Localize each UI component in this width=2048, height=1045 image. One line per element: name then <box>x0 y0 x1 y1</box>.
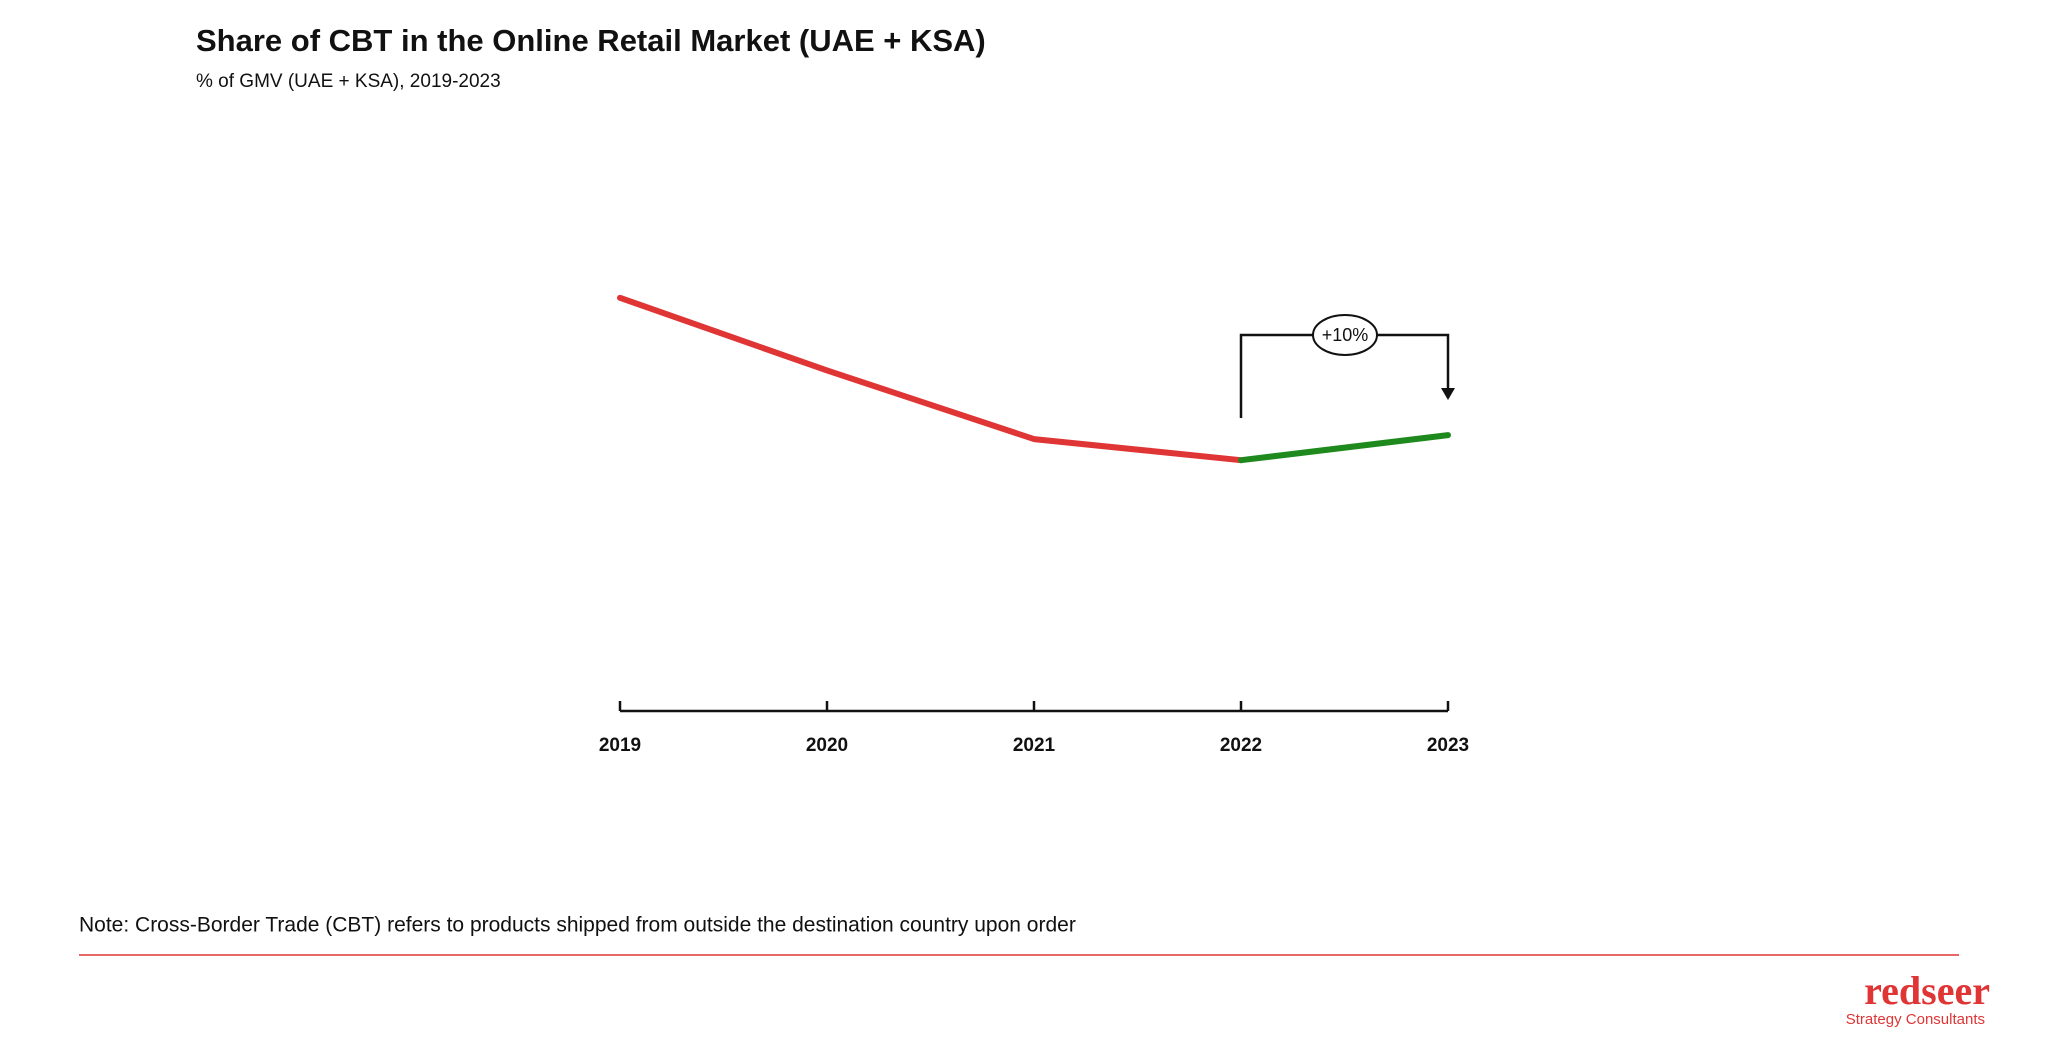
note: Note: Cross-Border Trade (CBT) refers to… <box>79 914 1076 937</box>
annotation-oval <box>1312 314 1378 356</box>
line <box>617 294 1244 464</box>
annotation: +10% <box>1322 325 1369 345</box>
annotation-bracket <box>1239 333 1450 418</box>
x-tick-label: 2022 <box>1220 735 1262 756</box>
x-tick-label: 2021 <box>1013 735 1056 756</box>
chart-subtitle: % of GMV (UAE + KSA), 2019-2023 <box>196 71 501 92</box>
brand: redseer <box>1864 968 1990 1013</box>
x-tick-label: 2023 <box>1427 735 1469 756</box>
tagline: Strategy Consultants <box>1846 1011 1985 1028</box>
x-tick-label: 2020 <box>806 735 848 756</box>
line <box>1238 432 1451 464</box>
annotation-arrow <box>1441 388 1455 400</box>
x-tick-label: 2019 <box>599 735 641 756</box>
chart-title: Share of CBT in the Online Retail Market… <box>196 23 986 58</box>
